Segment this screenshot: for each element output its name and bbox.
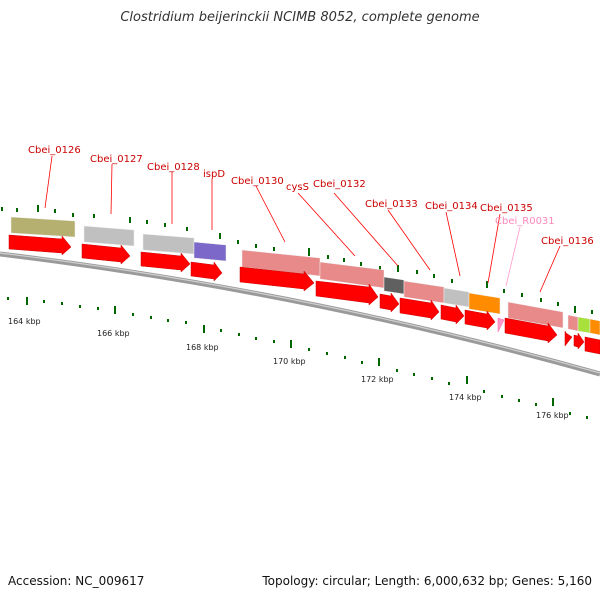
gene-label: Cbei_0132 — [313, 179, 366, 190]
gene-arrow[interactable] — [315, 280, 379, 306]
gene-arrows — [8, 234, 600, 355]
cog-box — [577, 316, 591, 334]
gene-label: Cbei_0134 — [425, 201, 478, 212]
gene-label: Cbei_0130 — [231, 176, 284, 187]
gene-label: Cbei_0126 — [28, 145, 81, 156]
gene-arrow[interactable] — [573, 332, 585, 350]
scale-label: 172 kbp — [361, 375, 394, 384]
gene-arrow[interactable] — [379, 292, 400, 313]
scale-label: 174 kbp — [449, 393, 482, 402]
cog-box — [83, 225, 135, 247]
gene-arrow[interactable] — [81, 243, 131, 265]
gene-arrow[interactable] — [440, 304, 465, 325]
gene-label: Cbei_0128 — [147, 162, 200, 173]
cog-box — [567, 314, 579, 332]
cog-box — [507, 301, 564, 329]
map-title: Clostridium beijerinckii NCIMB 8052, com… — [120, 10, 480, 25]
gene-label: Cbei_0135 — [480, 203, 533, 214]
genome-backbone — [0, 251, 600, 377]
gene-label: ispD — [203, 169, 225, 180]
gene-arrow[interactable] — [8, 234, 72, 256]
gene-label: Cbei_0133 — [365, 199, 418, 210]
label-leader-lines — [44, 155, 561, 293]
scale-label: 168 kbp — [186, 343, 219, 352]
gene-arrow[interactable] — [190, 261, 223, 282]
top-tick-row — [1, 205, 593, 314]
gene-arrow[interactable] — [399, 297, 440, 321]
gene-label: cysS — [286, 182, 309, 193]
genome-summary-text: Topology: circular; Length: 6,000,632 bp… — [262, 574, 592, 588]
gene-arrow[interactable] — [140, 251, 191, 273]
scale-labels: 164 kbp 166 kbp 168 kbp 170 kbp 172 kbp … — [8, 317, 569, 420]
accession-text: Accession: NC_009617 — [8, 574, 145, 588]
gene-label: Cbei_0136 — [541, 236, 594, 247]
cog-box — [383, 276, 405, 295]
gene-arrow[interactable] — [464, 309, 496, 331]
cog-box — [443, 287, 470, 308]
gene-arrow[interactable] — [504, 317, 558, 344]
gene-label: Cbei_R0031 — [495, 216, 555, 227]
scale-label: 164 kbp — [8, 317, 41, 326]
cog-box — [193, 241, 227, 262]
cog-box — [142, 233, 195, 255]
gene-labels: Cbei_0126 Cbei_0127 Cbei_0128 ispD Cbei_… — [28, 145, 594, 247]
scale-label: 166 kbp — [97, 329, 130, 338]
gene-label: Cbei_0127 — [90, 154, 143, 165]
cog-category-boxes — [10, 216, 600, 336]
bottom-tick-row — [7, 297, 588, 419]
cog-box — [589, 318, 600, 336]
scale-label: 170 kbp — [273, 357, 306, 366]
cog-box — [468, 292, 501, 315]
gene-arrow[interactable] — [584, 336, 600, 355]
cog-box — [10, 216, 76, 238]
gene-arrow[interactable] — [497, 317, 505, 333]
gene-arrow[interactable] — [564, 330, 573, 347]
scale-label: 176 kbp — [536, 411, 569, 420]
gene-arrow[interactable] — [239, 266, 315, 292]
